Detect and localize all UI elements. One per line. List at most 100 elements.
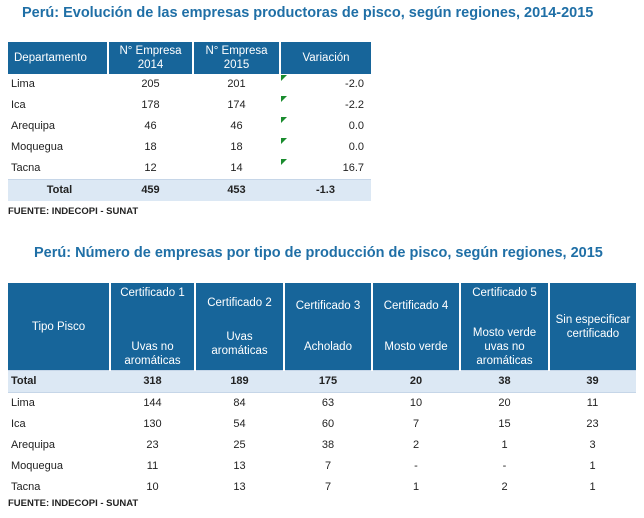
table2-header-row: Tipo Pisco Certificado 1 Uvas no aromátic… (8, 283, 636, 371)
table-row: Tacna 12 14 16.7 (8, 158, 371, 180)
cell-value: 13 (233, 460, 246, 472)
cell-variacion: 0.0 (280, 116, 371, 137)
cell-value: 11 (146, 460, 159, 472)
col-header-2015: N° Empresa 2015 (193, 42, 281, 74)
production-type-table: Tipo Pisco Certificado 1 Uvas no aromátic… (8, 283, 636, 498)
cell-value: 175 (284, 370, 372, 393)
cell-dep: Arequipa (11, 120, 56, 132)
col-header-departamento: Departamento (8, 42, 109, 74)
cell-dep: Arequipa (11, 439, 56, 451)
cell-value: 23 (146, 439, 159, 451)
cell-dep: Moquegua (11, 141, 63, 153)
cell-value: 2 (412, 439, 420, 451)
table1-header-row: Departamento N° Empresa 2014 N° Empresa 20… (8, 42, 371, 74)
cell-total-label: Total (8, 370, 110, 393)
cell-value: 1 (412, 481, 420, 493)
col-header-certificado-2: Certificado 2 Uvas aromáticas (195, 283, 285, 371)
table-row: Lima 205 201 -2.0 (8, 74, 371, 95)
cell-2014: 46 (144, 120, 157, 132)
cell-variacion: 0.0 (280, 137, 371, 158)
cell-variacion: -2.2 (280, 95, 371, 116)
cell-value: 1 (589, 481, 596, 493)
cell-value: 7 (324, 460, 332, 472)
col-header-sin-especificar: Sin especificar certificado (549, 283, 636, 371)
cell-2014: 18 (144, 141, 157, 153)
col-header-tipo-pisco: Tipo Pisco (8, 283, 111, 371)
table2-title: Perú: Número de empresas por tipo de pro… (34, 245, 603, 261)
cell-total-variacion: -1.3 (280, 179, 371, 201)
cell-value: 23 (586, 418, 599, 430)
cell-value: 7 (324, 481, 332, 493)
table-row: Ica 130 54 60 7 15 23 (8, 414, 636, 435)
col-header-2014: N° Empresa 2014 (108, 42, 194, 74)
cell-value: 38 (460, 370, 549, 393)
cell-value: 20 (498, 397, 511, 409)
cell-value: - (414, 460, 418, 472)
cell-value: 63 (321, 397, 335, 409)
table-row: Arequipa 46 46 0.0 (8, 116, 371, 137)
cell-variacion: 16.7 (280, 158, 371, 180)
table1-title: Perú: Evolución de las empresas producto… (22, 5, 594, 21)
table-row: Tacna 10 13 7 1 2 1 (8, 477, 636, 498)
cell-value: - (502, 460, 507, 472)
cell-total-2014: 459 (108, 179, 193, 201)
table-row: Moquegua 11 13 7 - - 1 (8, 456, 636, 477)
cell-value: 130 (143, 418, 162, 430)
table-row: Ica 178 174 -2.2 (8, 95, 371, 116)
cell-value: 25 (233, 439, 246, 451)
cell-value: 3 (589, 439, 596, 451)
cell-dep: Ica (11, 418, 26, 430)
cell-2014: 178 (141, 99, 160, 111)
cell-value: 1 (589, 460, 596, 472)
cell-value: 54 (233, 418, 246, 430)
cell-value: 7 (412, 418, 420, 430)
table-row: Arequipa 23 25 38 2 1 3 (8, 435, 636, 456)
cell-variacion: -2.0 (280, 74, 371, 95)
table2-source: FUENTE: INDECOPI - SUNAT (8, 498, 139, 509)
col-header-certificado-4: Certificado 4 Mosto verde (372, 283, 461, 371)
cell-value: 144 (143, 397, 162, 409)
cell-value: 11 (586, 397, 599, 409)
cell-2015: 201 (227, 78, 246, 90)
error-indicator-icon (281, 75, 287, 81)
cell-dep: Moquegua (11, 460, 63, 472)
cell-total-2015: 453 (193, 179, 280, 201)
cell-2014: 12 (144, 162, 157, 174)
total-row: Total 459 453 -1.3 (8, 179, 371, 201)
cell-value: 60 (321, 418, 335, 430)
cell-value: 39 (549, 370, 636, 393)
table-row: Moquegua 18 18 0.0 (8, 137, 371, 158)
error-indicator-icon (281, 159, 287, 165)
cell-value: 38 (321, 439, 335, 451)
cell-value: 2 (501, 481, 508, 493)
cell-2015: 46 (230, 120, 243, 132)
col-header-certificado-5: Certificado 5 Mosto verde uvas no aromáti… (460, 283, 550, 371)
col-header-certificado-3: Certificado 3 Acholado (284, 283, 373, 371)
cell-value: 20 (372, 370, 460, 393)
cell-dep: Lima (11, 397, 35, 409)
error-indicator-icon (281, 138, 287, 144)
cell-2014: 205 (141, 78, 160, 90)
cell-dep: Lima (11, 78, 35, 90)
cell-value: 10 (409, 397, 423, 409)
table-row: Lima 144 84 63 10 20 11 (8, 393, 636, 415)
cell-2015: 14 (230, 162, 243, 174)
cell-value: 318 (110, 370, 195, 393)
error-indicator-icon (281, 117, 287, 123)
cell-dep: Tacna (11, 162, 41, 174)
cell-dep: Ica (11, 99, 26, 111)
companies-evolution-table: Departamento N° Empresa 2014 N° Empresa 20… (8, 42, 371, 201)
col-header-certificado-1: Certificado 1 Uvas no aromáticas (110, 283, 196, 371)
cell-2015: 18 (230, 141, 243, 153)
table1-source: FUENTE: INDECOPI - SUNAT (8, 206, 139, 217)
cell-value: 189 (195, 370, 284, 393)
cell-value: 13 (233, 481, 246, 493)
col-header-variacion: Variación (280, 42, 371, 74)
cell-dep: Tacna (11, 481, 41, 493)
cell-2015: 174 (227, 99, 246, 111)
cell-value: 84 (233, 397, 246, 409)
cell-value: 10 (146, 481, 159, 493)
cell-total-label: Total (8, 179, 108, 201)
cell-value: 15 (498, 418, 511, 430)
cell-value: 1 (501, 439, 508, 451)
